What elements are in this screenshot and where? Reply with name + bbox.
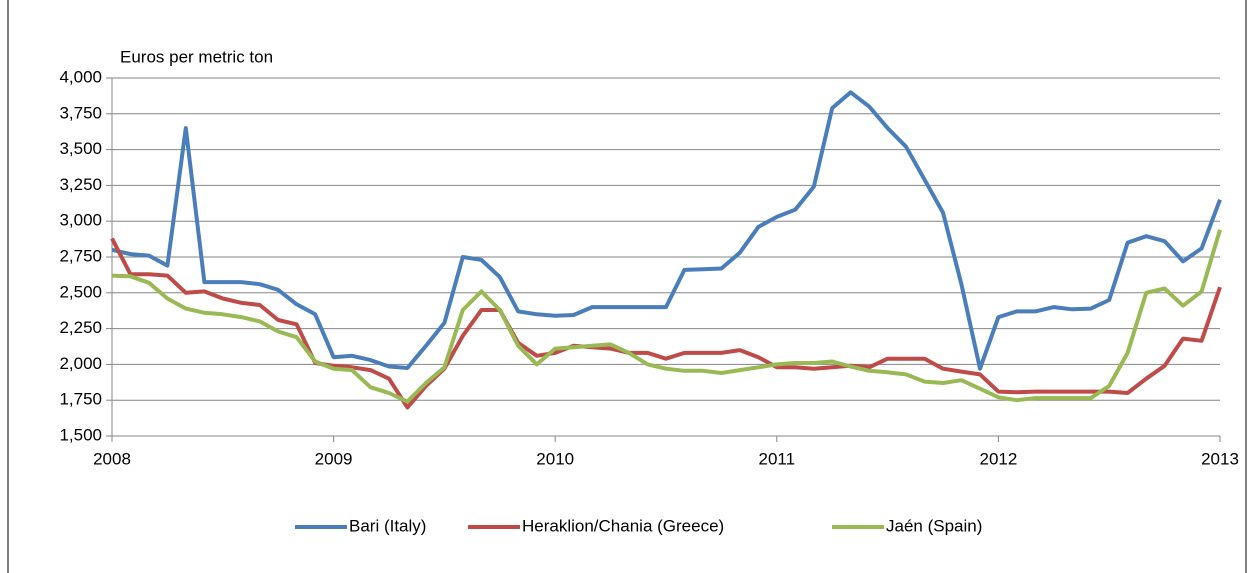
legend-label: Bari (Italy) (349, 516, 426, 535)
x-tick-label: 2011 (759, 449, 796, 468)
x-tick-label: 2012 (979, 449, 1017, 468)
y-tick-label: 1,500 (59, 425, 102, 444)
legend-label: Heraklion/Chania (Greece) (522, 516, 724, 535)
series-line (111, 90, 1222, 371)
frame (7, 0, 1247, 573)
y-tick-label: 2,250 (59, 318, 102, 337)
series-line (110, 237, 1222, 410)
x-tick-label: 2009 (315, 449, 353, 468)
y-tick-label: 3,500 (59, 139, 102, 158)
y-tick-label: 3,000 (59, 211, 102, 230)
x-tick-label: 2010 (536, 449, 574, 468)
y-tick-label: 2,000 (59, 354, 102, 373)
y-tick-label: 2,750 (59, 246, 102, 265)
y-tick-label: 3,250 (59, 175, 102, 194)
y-tick-label: 4,000 (59, 67, 102, 86)
y-tick-label: 3,750 (59, 103, 102, 122)
legend-label: Jaén (Spain) (886, 516, 982, 535)
x-tick-label: 2013 (1201, 449, 1239, 468)
x-tick-label: 2008 (93, 449, 131, 468)
series-line (111, 229, 1222, 404)
y-tick-label: 1,750 (59, 390, 102, 409)
y-axis-label: Euros per metric ton (120, 47, 273, 66)
y-tick-label: 2,500 (59, 282, 102, 301)
